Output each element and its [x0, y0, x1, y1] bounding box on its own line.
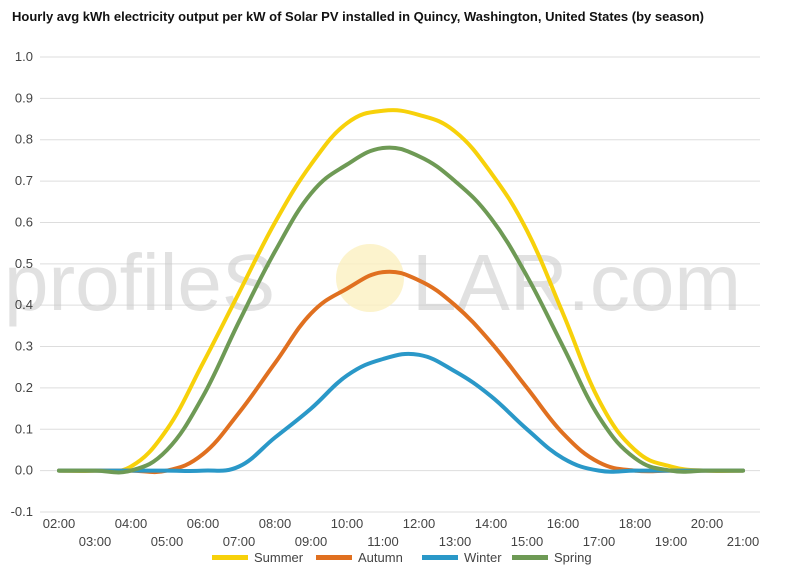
- chart-title: Hourly avg kWh electricity output per kW…: [12, 9, 704, 24]
- y-tick-label: 0.4: [15, 297, 33, 312]
- legend-swatch-summer: [212, 555, 248, 560]
- legend: Summer Autumn Winter Spring: [212, 550, 592, 565]
- x-tick-label: 17:00: [583, 534, 616, 549]
- x-tick-label: 10:00: [331, 516, 364, 531]
- x-tick-label: 05:00: [151, 534, 184, 549]
- x-tick-label: 21:00: [727, 534, 760, 549]
- watermark: profileS LAR.com: [4, 238, 741, 327]
- x-tick-label: 07:00: [223, 534, 256, 549]
- x-tick-label: 20:00: [691, 516, 724, 531]
- legend-label-autumn: Autumn: [358, 550, 403, 565]
- y-tick-label: 0.1: [15, 421, 33, 436]
- x-tick-label: 12:00: [403, 516, 436, 531]
- legend-swatch-winter: [422, 555, 458, 560]
- y-tick-label: 0.7: [15, 173, 33, 188]
- series-line-summer: [57, 108, 745, 474]
- legend-label-spring: Spring: [554, 550, 592, 565]
- x-tick-label: 18:00: [619, 516, 652, 531]
- legend-label-summer: Summer: [254, 550, 304, 565]
- x-tick-label: 14:00: [475, 516, 508, 531]
- x-tick-label: 11:00: [367, 534, 399, 549]
- y-tick-label: 0.2: [15, 380, 33, 395]
- x-tick-label: 19:00: [655, 534, 688, 549]
- y-tick-label: 0.0: [15, 463, 33, 478]
- y-tick-label: -0.1: [11, 504, 33, 519]
- watermark-text-left: profileS: [4, 238, 275, 327]
- x-tick-label: 16:00: [547, 516, 580, 531]
- series-lines: [57, 108, 745, 475]
- legend-swatch-autumn: [316, 555, 352, 560]
- x-tick-label: 03:00: [79, 534, 112, 549]
- x-tick-label: 02:00: [43, 516, 76, 531]
- legend-swatch-spring: [512, 555, 548, 560]
- x-tick-label: 04:00: [115, 516, 148, 531]
- y-tick-label: 1.0: [15, 49, 33, 64]
- y-axis-ticks: -0.1 0.0 0.1 0.2 0.3 0.4 0.5 0.6 0.7 0.8 0.9 1.0: [11, 49, 33, 519]
- x-tick-label: 09:00: [295, 534, 328, 549]
- y-tick-label: 0.9: [15, 90, 33, 105]
- x-tick-label: 15:00: [511, 534, 544, 549]
- legend-label-winter: Winter: [464, 550, 502, 565]
- x-tick-label: 08:00: [259, 516, 292, 531]
- x-tick-label: 06:00: [187, 516, 220, 531]
- y-tick-label: 0.8: [15, 132, 33, 147]
- series-line-winter: [57, 351, 745, 474]
- y-tick-label: 0.6: [15, 214, 33, 229]
- y-tick-label: 0.3: [15, 339, 33, 354]
- watermark-sun-icon: [336, 244, 404, 312]
- series-line-spring: [57, 145, 745, 475]
- x-tick-label: 13:00: [439, 534, 472, 549]
- x-axis-ticks: 02:00 04:00 06:00 08:00 10:00 12:00 14:00 16:00…: [43, 516, 760, 549]
- y-tick-label: 0.5: [15, 256, 33, 271]
- watermark-text-right: LAR.com: [412, 238, 741, 327]
